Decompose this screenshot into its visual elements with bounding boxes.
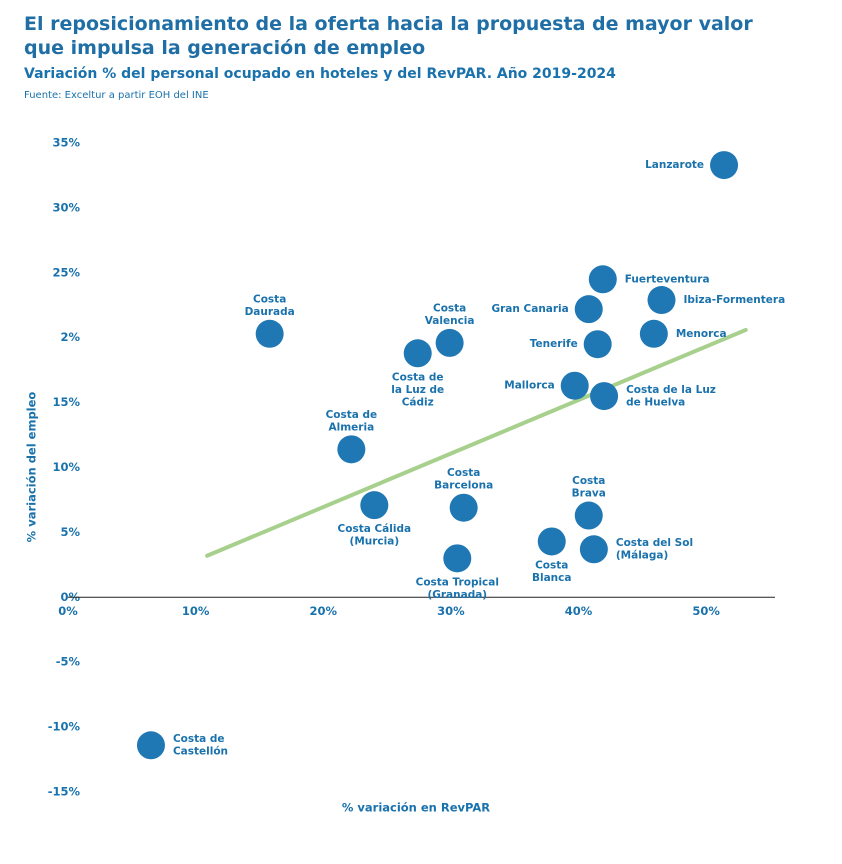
- point-label: Costa de: [173, 733, 225, 745]
- point-label: Costa Cálida: [338, 523, 412, 535]
- point-label: Costa Tropical: [416, 576, 499, 588]
- point-label: Lanzarote: [645, 159, 704, 171]
- point-label: Costa: [447, 467, 480, 479]
- title-line: que impulsa la generación de empleo: [24, 37, 426, 59]
- point-label: Valencia: [425, 315, 475, 327]
- point-label: Daurada: [245, 306, 295, 318]
- y-tick-label: 15%: [52, 395, 80, 409]
- subtitle: Variación % del personal ocupado en hote…: [24, 66, 616, 82]
- point-label: Almeria: [329, 421, 375, 433]
- data-point: [574, 295, 603, 324]
- point-label: (Granada): [427, 589, 487, 601]
- y-tick-label: -5%: [56, 655, 81, 669]
- point-label: Costa: [433, 302, 466, 314]
- title-line: El reposicionamiento de la oferta hacia …: [24, 13, 753, 35]
- data-point: [710, 151, 739, 180]
- point-label: la Luz de: [391, 384, 444, 396]
- point-label: Costa de la Luz: [626, 384, 716, 396]
- x-tick-label: 50%: [692, 604, 720, 618]
- data-point: [360, 491, 389, 520]
- data-point: [639, 319, 668, 348]
- point-label: Costa de: [392, 371, 444, 383]
- data-point: [574, 501, 603, 530]
- point-label: Fuerteventura: [625, 273, 710, 285]
- x-axis-label: % variación en RevPAR: [342, 801, 490, 815]
- data-point: [449, 493, 478, 522]
- data-point: [255, 319, 284, 348]
- data-point: [537, 527, 566, 556]
- x-tick-label: 0%: [58, 604, 78, 618]
- point-label: de Huelva: [626, 396, 685, 408]
- point-label: Mallorca: [504, 380, 554, 392]
- point-label: Blanca: [532, 572, 571, 584]
- point-label: (Málaga): [616, 550, 668, 562]
- point-label: Tenerife: [530, 338, 578, 350]
- y-tick-label: 2%: [60, 330, 80, 344]
- y-tick-label: 5%: [60, 525, 80, 539]
- point-label: Menorca: [676, 328, 727, 340]
- y-tick-label: 30%: [52, 200, 80, 214]
- point-label: Costa: [253, 293, 286, 305]
- source: Fuente: Exceltur a partir EOH del INE: [24, 90, 209, 101]
- header: El reposicionamiento de la oferta hacia …: [24, 12, 753, 101]
- point-label: Gran Canaria: [492, 303, 569, 315]
- y-tick-label: 35%: [52, 136, 80, 150]
- data-point: [590, 382, 619, 411]
- point-label: Castellón: [173, 746, 228, 758]
- point-label: Costa del Sol: [616, 537, 693, 549]
- y-tick-label: 25%: [52, 265, 80, 279]
- data-point: [136, 731, 165, 760]
- data-point: [588, 265, 617, 294]
- point-label: (Murcia): [350, 536, 400, 548]
- data-point: [579, 535, 608, 564]
- data-point: [647, 286, 676, 315]
- point-label: Brava: [572, 488, 606, 500]
- x-tick-label: 10%: [182, 604, 210, 618]
- point-label: Costa: [572, 475, 605, 487]
- point-label: Barcelona: [434, 480, 493, 492]
- data-point: [337, 435, 366, 464]
- y-tick-label: -15%: [48, 785, 81, 799]
- trend-line: [205, 327, 748, 558]
- point-label: Costa: [535, 559, 568, 571]
- x-tick-label: 40%: [565, 604, 593, 618]
- point-label: Costa de: [326, 409, 378, 421]
- data-point: [583, 330, 612, 359]
- point-label: Ibiza-Formentera: [684, 294, 786, 306]
- y-axis-label: % variación del empleo: [25, 392, 39, 543]
- data-point: [560, 371, 589, 400]
- x-tick-label: 20%: [310, 604, 338, 618]
- data-point: [435, 328, 464, 357]
- x-tick-label: 30%: [437, 604, 465, 618]
- y-tick-label: 10%: [52, 460, 80, 474]
- data-point: [403, 339, 432, 368]
- y-tick-label: -10%: [48, 720, 81, 734]
- data-point: [443, 544, 472, 573]
- point-label: Cádiz: [402, 396, 434, 408]
